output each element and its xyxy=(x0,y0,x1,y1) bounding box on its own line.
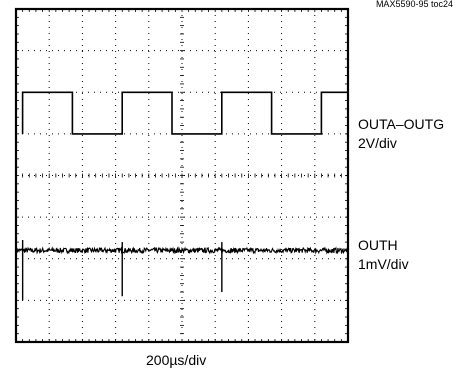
series-2-name-label: OUTH xyxy=(358,237,398,253)
series-outa-outg-trace xyxy=(21,91,348,135)
series-1-scale-label: 2V/div xyxy=(358,135,397,151)
series-outh-trace xyxy=(15,246,349,255)
series-1-name-label: OUTA–OUTG xyxy=(358,116,445,132)
figure-id: MAX5590-95 toc24 xyxy=(375,0,453,9)
series-2-scale-label: 1mV/div xyxy=(358,256,409,272)
plot-frame xyxy=(14,7,350,344)
timebase-label: 200µs/div xyxy=(146,352,207,368)
